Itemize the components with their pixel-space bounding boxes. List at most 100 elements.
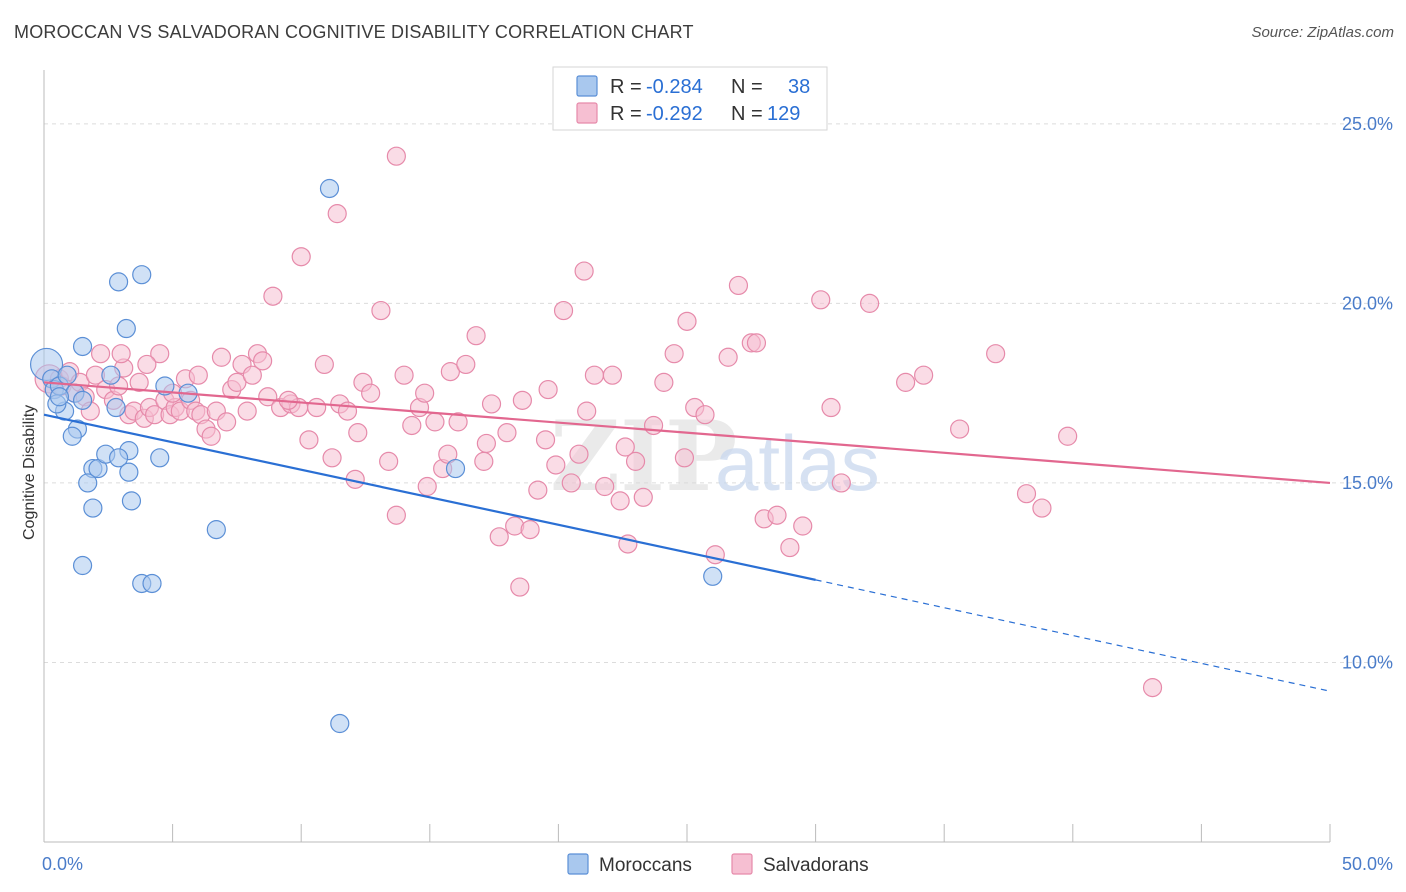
salvadoran-point-110 [1016,484,1037,504]
legend-n-value-0: 38 [788,76,810,98]
salvadoran-point-95 [705,545,725,565]
salvadoran-point-94 [695,405,715,425]
salvadoran-point-106 [896,372,916,392]
salvadoran-point-74 [520,520,540,540]
salvadoran-point-113 [1142,677,1163,698]
salvadoran-point-124 [263,286,283,306]
watermark-atlas: atlas [715,419,880,507]
moroccan-trend-extension [815,579,1331,692]
salvadoran-point-115 [327,204,347,224]
salvadoran-point-67 [466,326,486,346]
moroccan-point-28 [142,573,162,594]
salvadoran-point-111 [1032,498,1052,518]
axes [43,70,1331,843]
moroccan-point-19 [108,448,129,468]
salvadoran-point-87 [625,451,646,471]
salvadoran-point-38 [237,401,257,421]
legend-swatch-salvadorans [576,102,598,124]
salvadoran-point-59 [402,415,422,436]
salvadoran-point-39 [242,365,262,385]
legend-n-label-0: N = [731,76,763,98]
legend-r-value-1: -0.292 [646,103,703,125]
trend-lines [43,381,1331,692]
salvadoran-point-47 [307,397,327,418]
salvadoran-point-54 [361,383,381,403]
moroccan-points [29,178,723,734]
salvadoran-point-82 [584,365,605,385]
salvadoran-point-48 [314,354,334,375]
salvadoran-point-132 [535,430,556,450]
salvadoran-point-116 [386,146,406,166]
legend-r-value-0: -0.284 [646,76,703,98]
salvadoran-point-73 [512,390,532,410]
salvadoran-point-68 [474,451,494,471]
moroccan-point-26 [72,555,93,576]
salvadoran-point-133 [615,437,635,457]
salvadoran-point-123 [348,423,368,443]
salvadoran-point-57 [386,505,406,525]
series-legend: Moroccans Salvadorans [567,853,869,876]
salvadoran-point-75 [528,480,548,500]
legend-r-label-1: R = [610,103,642,125]
salvadoran-points [34,146,1163,698]
salvadoran-point-31 [201,426,221,446]
salvadoran-point-70 [489,527,509,547]
y-tick-labels: 10.0% 15.0% 20.0% 25.0% [1342,114,1393,673]
moroccan-trend-line [43,413,816,581]
moroccan-point-17 [106,397,126,418]
y-tick-label-15: 15.0% [1342,473,1393,493]
salvadoran-point-109 [986,344,1006,364]
legend-box [552,66,828,131]
bottom-legend-swatch-salvadorans [731,853,753,875]
moroccan-point-33 [319,178,340,199]
salvadoran-point-105 [860,293,880,313]
x-tick-labels: 0.0% 50.0% [42,854,1393,874]
salvadoran-point-118 [746,333,767,353]
moroccan-point-23 [150,448,170,468]
salvadoran-point-131 [476,433,496,454]
salvadoran-point-103 [811,290,831,310]
moroccan-point-10 [62,426,82,446]
moroccan-point-34 [330,713,350,734]
salvadoran-trend-line [43,381,1331,485]
salvadoran-point-112 [1058,426,1078,446]
x-tick-label-0: 0.0% [42,854,83,874]
salvadoran-point-80 [569,444,589,464]
salvadoran-point-126 [111,344,131,364]
salvadoran-point-104 [831,473,851,493]
salvadoran-point-121 [510,577,530,597]
salvadoran-point-88 [633,487,653,507]
moroccan-point-21 [83,498,103,518]
salvadoran-point-34 [217,412,237,432]
moroccan-point-31 [132,265,152,285]
salvadoran-point-71 [497,423,517,443]
legend-r-label-0: R = [610,76,642,98]
chart-title: MOROCCAN VS SALVADORAN COGNITIVE DISABIL… [14,22,694,42]
salvadoran-point-56 [379,451,399,471]
salvadoran-point-69 [481,394,502,414]
moroccan-point-15 [72,336,93,357]
salvadoran-point-85 [610,491,630,511]
moroccan-point-16 [101,365,121,385]
salvadoran-point-114 [291,247,311,267]
source-credit: Source: ZipAtlas.com [1251,24,1394,41]
x-tick-label-50: 50.0% [1342,854,1393,874]
salvadoran-point-120 [677,311,697,331]
y-tick-label-10: 10.0% [1342,652,1393,672]
salvadoran-point-41 [253,351,273,371]
moroccan-point-37 [49,387,70,407]
y-tick-label-25: 25.0% [1342,114,1393,134]
salvadoran-point-108 [950,419,970,439]
salvadoran-point-90 [654,372,674,392]
salvadoran-point-91 [664,344,684,364]
salvadoran-point-65 [448,412,468,432]
salvadoran-point-61 [417,476,437,497]
salvadoran-point-49 [322,448,342,468]
salvadoran-point-107 [914,365,934,385]
y-tick-label-20: 20.0% [1342,293,1393,313]
y-axis-label: Cognitive Disability [21,405,38,540]
salvadoran-point-127 [137,354,157,375]
salvadoran-point-10 [90,344,111,364]
bottom-legend-label-salvadorans: Salvadorans [763,855,869,876]
